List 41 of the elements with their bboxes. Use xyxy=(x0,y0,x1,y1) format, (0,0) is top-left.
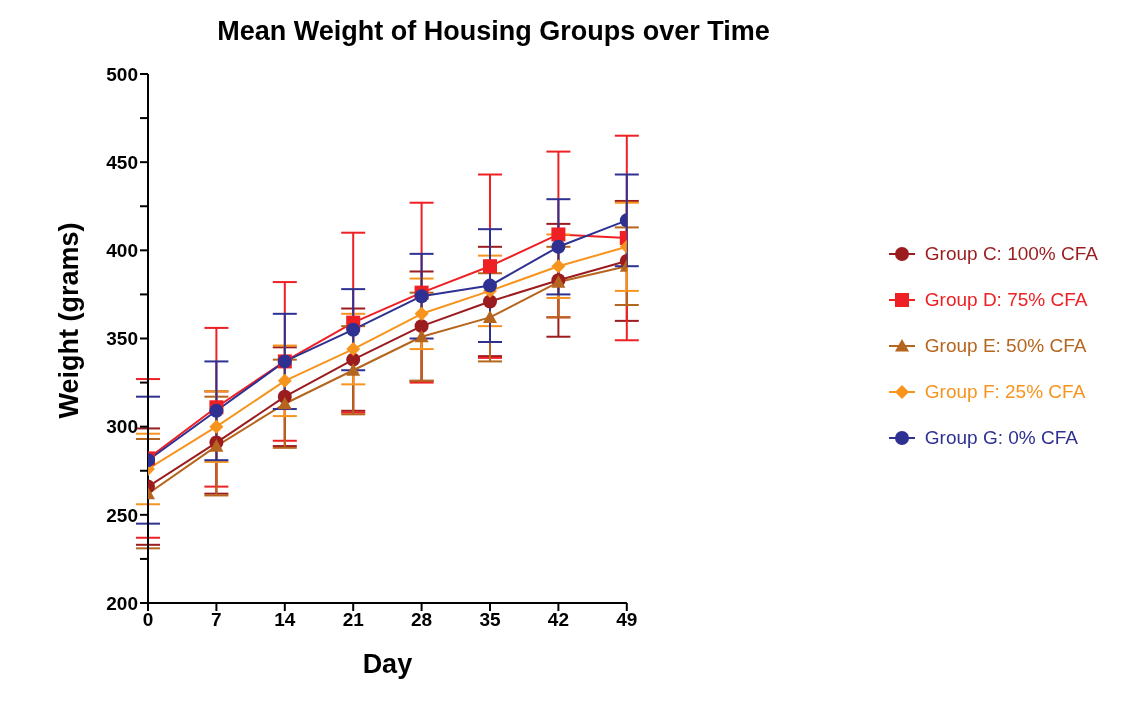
y-tick-label: 350 xyxy=(106,328,138,350)
point xyxy=(414,289,429,304)
point xyxy=(551,227,566,242)
point xyxy=(414,329,429,343)
x-tick-label: 28 xyxy=(411,609,433,631)
point xyxy=(483,259,497,274)
y-tick-label: 500 xyxy=(106,63,138,85)
point xyxy=(483,310,497,323)
x-tick-label: 0 xyxy=(142,609,154,631)
y-axis-title: Weight (grams) xyxy=(53,222,84,419)
legend-label: Group D: 75% CFA xyxy=(924,289,1088,311)
legend-label: Group F: 25% CFA xyxy=(924,381,1086,403)
point xyxy=(277,373,292,388)
x-axis-title: Day xyxy=(362,649,413,679)
x-tick-label: 42 xyxy=(547,609,569,631)
x-tick-label: 21 xyxy=(342,609,365,631)
y-tick-label: 400 xyxy=(106,240,138,262)
point xyxy=(209,439,224,452)
point xyxy=(551,259,566,274)
point xyxy=(414,319,429,334)
y-tick-label: 450 xyxy=(106,151,138,173)
x-tick-label: 49 xyxy=(616,609,638,631)
y-tick-label: 300 xyxy=(106,416,138,438)
point xyxy=(346,363,361,376)
x-tick-label: 7 xyxy=(211,609,222,631)
point xyxy=(346,342,361,357)
point xyxy=(551,239,566,254)
point xyxy=(414,306,429,321)
point xyxy=(483,278,497,293)
x-tick-label: 14 xyxy=(274,609,296,631)
legend-label: Group E: 50% CFA xyxy=(924,335,1087,357)
legend-label: Group G: 0% CFA xyxy=(924,427,1078,449)
y-tick-label: 250 xyxy=(106,504,138,526)
point xyxy=(346,322,361,337)
point xyxy=(209,419,224,434)
point xyxy=(483,294,497,309)
point xyxy=(277,396,292,410)
legend-label: Group C: 100% CFA xyxy=(924,243,1098,265)
chart-title: Mean Weight of Housing Groups over Time xyxy=(216,16,771,47)
y-tick-label: 200 xyxy=(106,592,138,614)
x-tick-label: 35 xyxy=(479,609,501,631)
